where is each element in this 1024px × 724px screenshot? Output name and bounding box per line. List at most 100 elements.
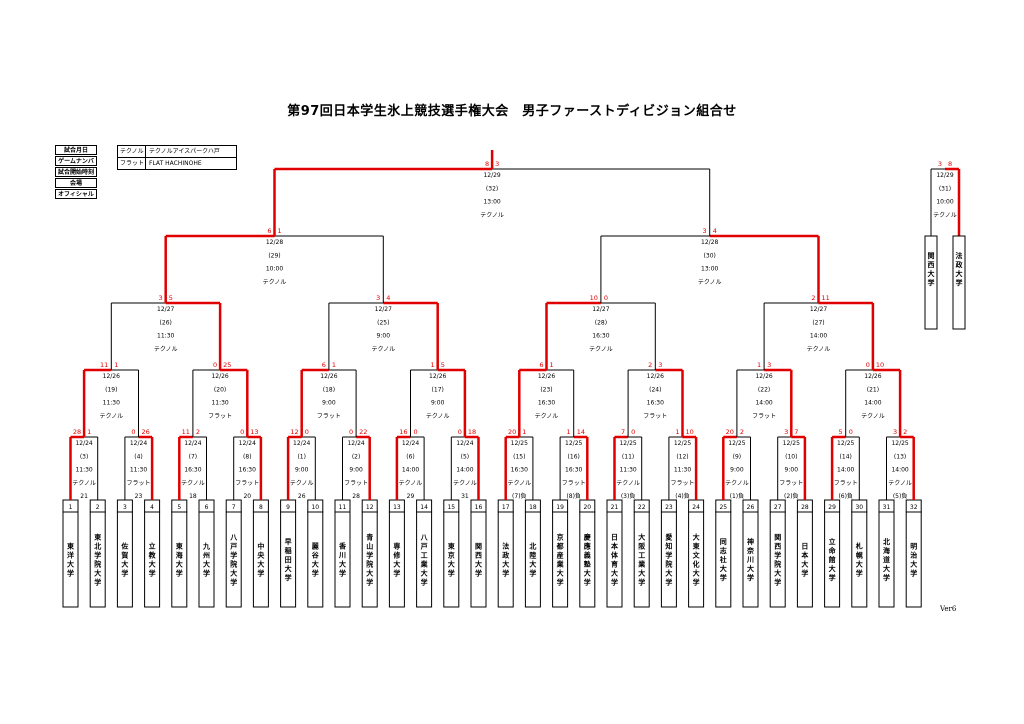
team-number: 15: [447, 504, 455, 511]
team-number: 14: [420, 504, 428, 511]
match-venue: フラット: [235, 480, 259, 487]
team-number: 12: [366, 504, 374, 511]
team-name-char: 東: [693, 542, 701, 551]
team-name-char: 修: [392, 551, 401, 560]
match-venue: テクノル: [698, 279, 722, 286]
team-name-char: 治: [910, 551, 917, 560]
page-title: 第97回日本学生氷上競技選手権大会 男子ファーストディビジョン組合せ: [287, 104, 737, 119]
match-venue: フラット: [670, 480, 694, 487]
match-date: 12/27: [810, 306, 827, 313]
score-right: 1: [550, 361, 554, 369]
team-name-char: 業: [556, 560, 565, 569]
team-name-char: 東: [67, 542, 75, 551]
team-name-char: 学: [665, 578, 672, 587]
team-name-char: 学: [747, 573, 754, 582]
third-place-team-char: 西: [928, 261, 935, 269]
match-official: (6)負: [838, 492, 853, 500]
match-game-number: (21): [867, 386, 879, 393]
venue-row-flat: フラット FLAT HACHINOHE: [117, 157, 237, 170]
match-time: 9:00: [377, 333, 391, 340]
team-number: 20: [583, 504, 591, 511]
team-number: 23: [665, 504, 673, 511]
team-number: 31: [883, 504, 891, 511]
team-name-char: 大: [176, 560, 183, 569]
score-right: 3: [658, 361, 662, 369]
match-game-number: (7): [189, 453, 198, 460]
match-time: 9:00: [322, 400, 336, 407]
match-venue: テクノル: [371, 346, 395, 353]
team-name-char: 北: [94, 542, 101, 551]
team-number: 18: [529, 504, 537, 511]
score-left: 16: [399, 428, 407, 436]
team-name-char: 院: [366, 560, 373, 569]
match-official: 21: [80, 493, 88, 500]
team-box: [171, 511, 188, 608]
score-right: 0: [414, 428, 418, 436]
team-name-char: 大: [285, 564, 292, 573]
team-name-char: 学: [665, 551, 672, 560]
match-time: 11:30: [211, 400, 228, 407]
team-name-char: 州: [202, 552, 210, 560]
score-left: 0: [240, 428, 244, 436]
team-name-char: 九: [202, 542, 210, 551]
third-place-team-box: [924, 235, 938, 330]
match-game-number: (25): [377, 319, 389, 326]
match-game-number: (2): [352, 453, 361, 460]
match-date: 12/25: [565, 440, 582, 447]
team-name-char: 大: [665, 569, 672, 578]
team-name-char: 大: [856, 560, 863, 569]
match-date: 12/24: [456, 440, 473, 447]
team-name-char: 大: [393, 560, 400, 569]
team-box: [497, 511, 514, 608]
team-name-char: 学: [475, 569, 482, 578]
third-place-team-char: 学: [956, 278, 963, 287]
team-name-char: 京: [448, 551, 455, 560]
team-number: 6: [205, 504, 209, 511]
team-name-char: 学: [557, 578, 564, 587]
team-box: [62, 511, 79, 608]
score-right: 5: [441, 361, 445, 369]
match-date: 12/29: [936, 172, 953, 179]
team-name-char: 西: [475, 552, 482, 560]
team-name-char: 戸: [230, 543, 237, 551]
match-date: 12/26: [429, 373, 446, 380]
match-date: 12/24: [347, 440, 364, 447]
team-name-char: 塾: [584, 560, 591, 569]
match-venue: テクノル: [507, 480, 531, 487]
score-left: 12: [290, 428, 298, 436]
score-left: 1: [567, 428, 571, 436]
team-name-char: 大: [312, 560, 319, 569]
team-name-char: 洋: [67, 551, 74, 560]
venue-key-label: フラット: [120, 158, 146, 169]
match-date: 12/24: [293, 440, 310, 447]
match-time: 14:00: [837, 467, 854, 474]
team-name-char: 東: [94, 533, 102, 542]
match-time: 16:30: [511, 467, 528, 474]
team-name-char: 川: [338, 552, 346, 560]
team-name-char: 学: [774, 578, 781, 587]
score-left: 6: [539, 361, 543, 369]
team-name-char: 大: [67, 560, 74, 569]
venue-key: テクノル テクノルアイスパークハ戸 フラット FLAT HACHINOHE: [117, 145, 237, 171]
score-left: 20: [726, 428, 734, 436]
team-name-char: 知: [664, 542, 672, 551]
team-name-char: 学: [285, 573, 292, 582]
team-name-char: 学: [829, 573, 836, 582]
team-name-char: 志: [720, 546, 727, 555]
team-name-char: 山: [366, 542, 373, 551]
match-time: 9:00: [730, 467, 744, 474]
team-name-char: 工: [638, 552, 645, 560]
match-time: 13:00: [483, 199, 500, 206]
team-name-char: 専: [393, 542, 400, 551]
match-game-number: (12): [676, 453, 688, 460]
match-date: 12/27: [157, 306, 174, 313]
score-right: 11: [822, 294, 830, 302]
match-time: 16:30: [184, 467, 201, 474]
team-name-char: 院: [774, 560, 781, 569]
team-name-char: 学: [94, 578, 101, 587]
team-box: [388, 511, 405, 608]
team-name-char: 北: [883, 537, 890, 546]
team-number: 9: [286, 504, 290, 511]
team-name-char: 佐: [120, 542, 128, 551]
team-name-char: 西: [774, 543, 781, 551]
